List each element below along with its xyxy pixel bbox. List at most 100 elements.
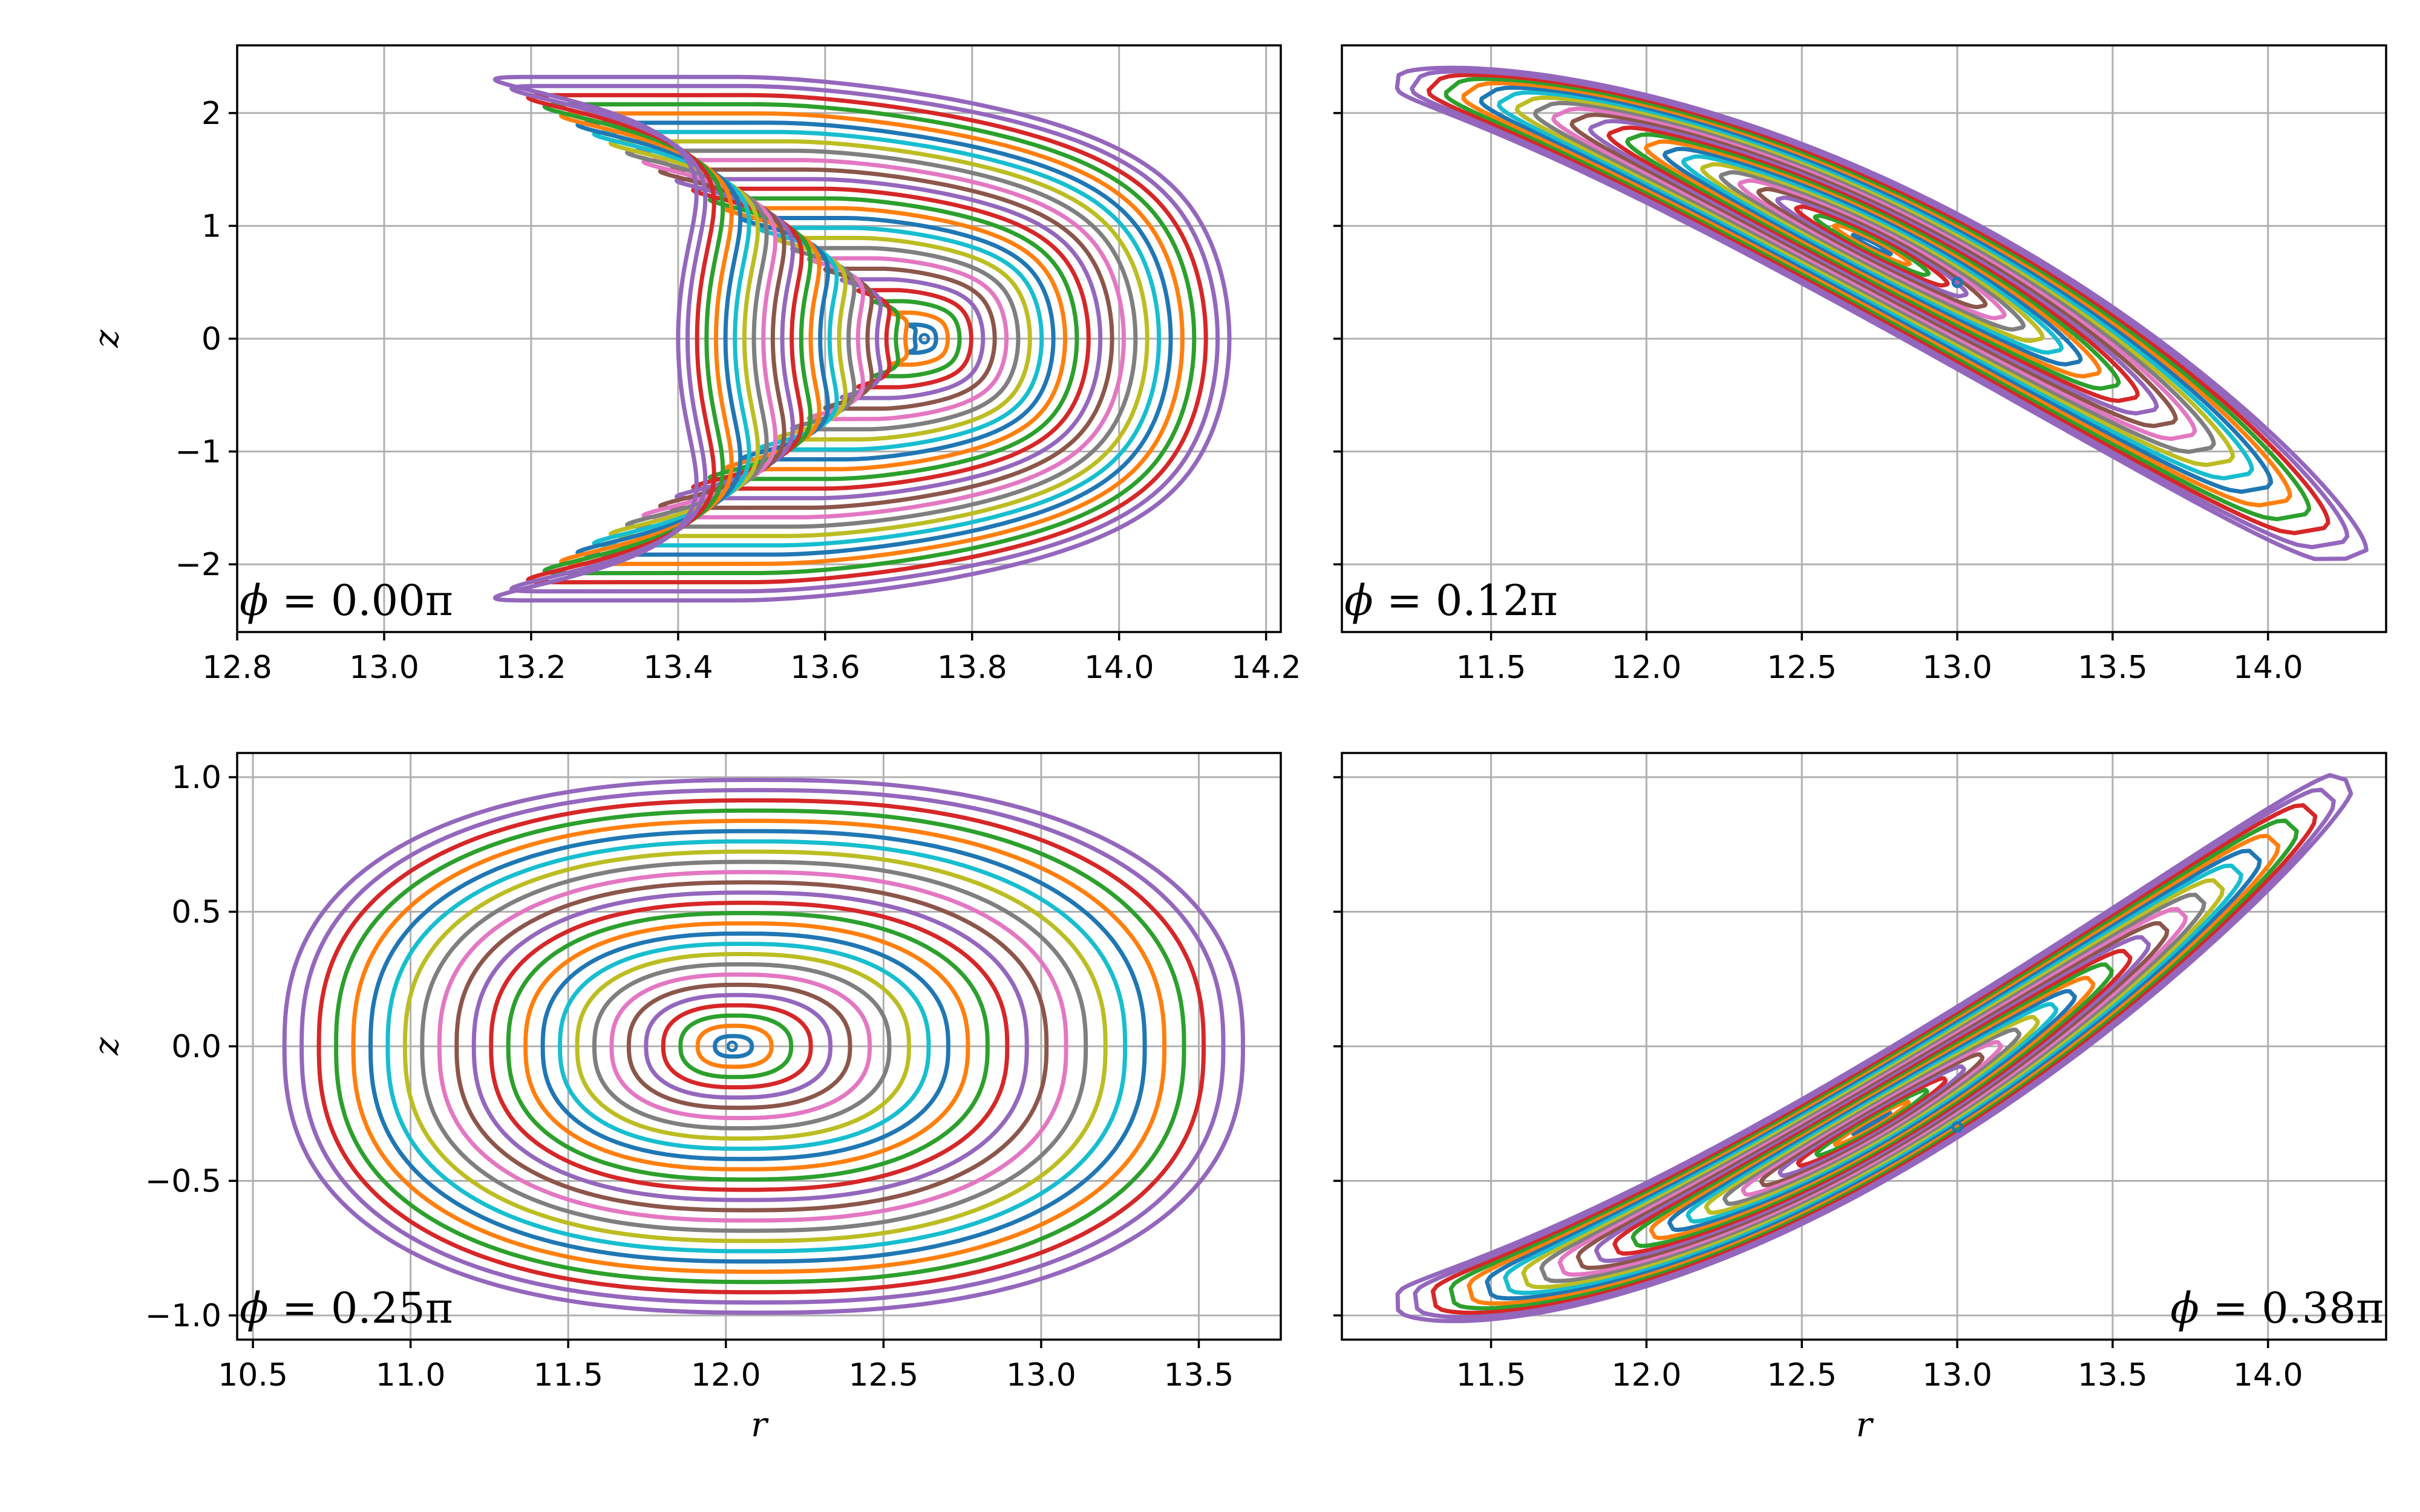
flux-surface-3 (1813, 213, 1931, 277)
flux-surface-9 (1704, 1015, 2040, 1215)
flux-surface-22 (1461, 80, 2292, 508)
y-tick-label: −1.0 (145, 1298, 221, 1334)
flux-surface-1 (1851, 1110, 1892, 1137)
flux-surface-23 (334, 808, 1186, 1285)
y-tick-label: 0 (201, 321, 221, 357)
subplot-1: 12.8 13.0 13.2 13.4 13.6 13.8 14.0 14.2 −2 −1 0 1 2 z… (87, 44, 1301, 686)
flux-surface-19 (402, 849, 1108, 1243)
x-tick-label: 10.5 (218, 1357, 288, 1393)
flux-surface-14 (489, 901, 1010, 1192)
flux-surface-22 (1467, 833, 2281, 1306)
flux-surfaces (282, 778, 1245, 1315)
x-tick-label: 14.0 (1084, 650, 1154, 686)
flux-surface-19 (1514, 96, 2235, 468)
flux-surface-24 (526, 93, 1208, 585)
flux-surface-12 (724, 206, 1067, 472)
subplot-4: 11.5 12.0 12.5 13.0 13.5 14.0 r ϕ = 0.38π (1333, 752, 2387, 1445)
flux-surface-17 (1557, 907, 2188, 1277)
x-tick-label: 11.0 (376, 1357, 446, 1393)
flux-surface-21 (575, 120, 1173, 557)
flux-surface-23 (1444, 76, 2312, 521)
flux-surface-4 (856, 288, 973, 389)
flux-surface-7 (806, 256, 1009, 422)
x-tick-label: 12.0 (1612, 1357, 1682, 1393)
flux-surface-6 (1759, 1052, 1985, 1188)
phi-label: ϕ = 0.00π (240, 576, 453, 625)
flux-surface-20 (592, 129, 1162, 548)
x-tick-label: 13.5 (2078, 1357, 2148, 1393)
y-tick-label: 1.0 (171, 760, 221, 796)
flux-surface-24 (1430, 803, 2318, 1315)
magnetic-axis (726, 1040, 738, 1052)
flux-surface-11 (540, 931, 950, 1161)
phi-label: ϕ = 0.12π (1344, 576, 1558, 625)
flux-surface-21 (1485, 849, 2262, 1301)
flux-surface-12 (1649, 976, 2096, 1240)
x-axis-label: r (1856, 1406, 1874, 1445)
flux-surface-15 (675, 177, 1103, 501)
phi-label: ϕ = 0.38π (2170, 1283, 2384, 1333)
flux-surface-13 (1625, 132, 2121, 391)
x-tick-label: 12.5 (1767, 650, 1837, 686)
flux-surface-1 (713, 1034, 754, 1059)
flux-surface-10 (1686, 1002, 2059, 1224)
flux-surface-1 (1851, 232, 1893, 257)
x-tick-label: 14.0 (2233, 1357, 2303, 1393)
flux-surface-16 (454, 880, 1049, 1213)
flux-surface-6 (1756, 187, 1988, 310)
flux-surface-20 (1503, 863, 2243, 1295)
y-tick-label: 1 (201, 208, 221, 244)
flux-surface-8 (592, 962, 892, 1130)
x-tick-label: 11.5 (1456, 1357, 1526, 1393)
x-tick-label: 12.8 (202, 650, 272, 686)
y-tick-label: −0.5 (145, 1163, 221, 1199)
flux-surface-21 (368, 829, 1147, 1264)
flux-surface-25 (299, 787, 1226, 1305)
x-tick-label: 13.0 (1006, 1357, 1076, 1393)
flux-surface-16 (1569, 112, 2178, 428)
flux-surface-24 (316, 798, 1206, 1295)
flux-surface-4 (1794, 204, 1950, 288)
x-tick-label: 13.0 (1922, 1357, 1992, 1393)
flux-surface-11 (1667, 989, 2077, 1233)
x-tick-label: 13.0 (349, 650, 419, 686)
flux-surface-20 (1497, 90, 2254, 481)
flux-surface-9 (773, 235, 1032, 442)
flux-surface-8 (790, 246, 1021, 432)
flux-surface-15 (1594, 935, 2151, 1263)
subplot-2: 11.5 12.0 12.5 13.0 13.5 14.0 ϕ = 0.12π (1333, 44, 2387, 686)
flux-surface-18 (625, 148, 1138, 529)
x-tick-label: 13.6 (790, 650, 860, 686)
flux-surface-3 (1814, 1087, 1929, 1158)
x-tick-label: 12.0 (1612, 650, 1682, 686)
flux-surface-13 (707, 196, 1079, 481)
y-tick-label: 0.5 (171, 894, 221, 931)
flux-surface-6 (626, 982, 852, 1110)
flux-surface-14 (1606, 125, 2140, 403)
flux-surface-13 (506, 911, 990, 1182)
flux-surface-2 (1833, 1099, 1911, 1147)
flux-surface-24 (1427, 73, 2330, 535)
flux-surface-19 (1521, 878, 2225, 1289)
flux-surfaces (1395, 773, 2353, 1323)
flux-surface-17 (437, 870, 1068, 1223)
flux-surface-2 (889, 310, 950, 367)
flux-surface-5 (1775, 195, 1969, 299)
flux-surface-19 (608, 139, 1150, 538)
x-tick-label: 11.5 (1456, 650, 1526, 686)
y-axis-label: z (87, 1037, 126, 1056)
flux-surface-13 (1630, 962, 2114, 1248)
y-axis-label: z (87, 330, 126, 348)
flux-surface-3 (678, 1013, 794, 1080)
x-tick-label: 14.0 (2233, 650, 2303, 686)
flux-surface-5 (644, 992, 833, 1100)
magnetic-axis (1951, 276, 1963, 288)
flux-surface-25 (1410, 69, 2350, 550)
flux-surface-7 (1737, 178, 2007, 321)
flux-surface-6 (823, 266, 997, 411)
x-tick-label: 14.2 (1231, 650, 1301, 686)
flux-surface-25 (509, 83, 1220, 594)
flux-surface-18 (1539, 893, 2206, 1283)
flux-surface-8 (1722, 1028, 2022, 1206)
